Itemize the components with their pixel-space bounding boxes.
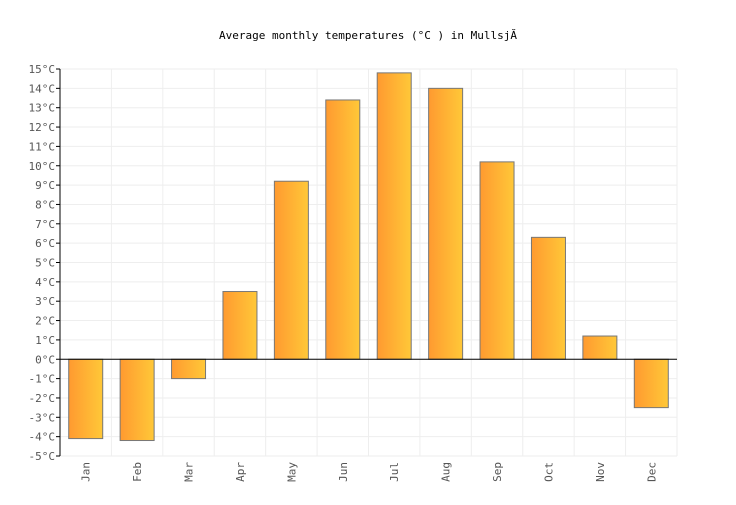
y-tick-label: 10°C — [29, 160, 56, 173]
y-tick-label: -5°C — [29, 450, 56, 463]
bar-dec — [633, 358, 669, 409]
y-tick-label: 9°C — [35, 179, 55, 192]
y-tick-label: 6°C — [35, 237, 55, 250]
y-tick-label: 5°C — [35, 257, 55, 270]
bar-jul — [376, 72, 412, 360]
x-tick-label: Mar — [183, 462, 196, 482]
x-tick-label: Oct — [542, 462, 555, 482]
x-tick-label: May — [285, 462, 298, 482]
y-tick-label: 11°C — [29, 140, 56, 153]
y-tick-label: 1°C — [35, 334, 55, 347]
bar-jan — [68, 358, 104, 440]
y-tick-label: 12°C — [29, 121, 56, 134]
x-tick-label: Jul — [388, 462, 401, 482]
y-tick-label: -4°C — [29, 431, 56, 444]
y-tick-label: -3°C — [29, 411, 56, 424]
y-tick-label: 0°C — [35, 353, 55, 366]
y-tick-label: 2°C — [35, 315, 55, 328]
x-tick-label: Jun — [337, 462, 350, 482]
bar-feb — [119, 358, 155, 442]
chart-title: Average monthly temperatures (°C ) in Mu… — [219, 29, 517, 42]
bar-jun — [325, 99, 361, 360]
x-tick-label: Apr — [234, 462, 247, 482]
x-tick-label: Dec — [645, 462, 658, 482]
x-tick-label: Sep — [491, 462, 504, 482]
bar-mar — [171, 358, 207, 380]
bar-nov — [582, 335, 618, 360]
x-tick-label: Jan — [80, 462, 93, 482]
y-tick-label: -2°C — [29, 392, 56, 405]
y-tick-label: -1°C — [29, 373, 56, 386]
y-tick-label: 14°C — [29, 82, 56, 95]
y-tick-label: 7°C — [35, 218, 55, 231]
y-tick-label: 3°C — [35, 295, 55, 308]
x-tick-label: Nov — [594, 462, 607, 482]
bar-oct — [530, 236, 566, 360]
x-tick-label: Feb — [131, 462, 144, 482]
y-tick-label: 8°C — [35, 198, 55, 211]
x-tick-label: Aug — [440, 462, 453, 482]
y-tick-label: 13°C — [29, 102, 56, 115]
y-tick-label: 4°C — [35, 276, 55, 289]
bar-sep — [479, 161, 515, 360]
bar-apr — [222, 291, 258, 360]
bar-may — [273, 180, 309, 360]
bar-aug — [428, 87, 464, 360]
y-tick-label: 15°C — [29, 63, 56, 76]
